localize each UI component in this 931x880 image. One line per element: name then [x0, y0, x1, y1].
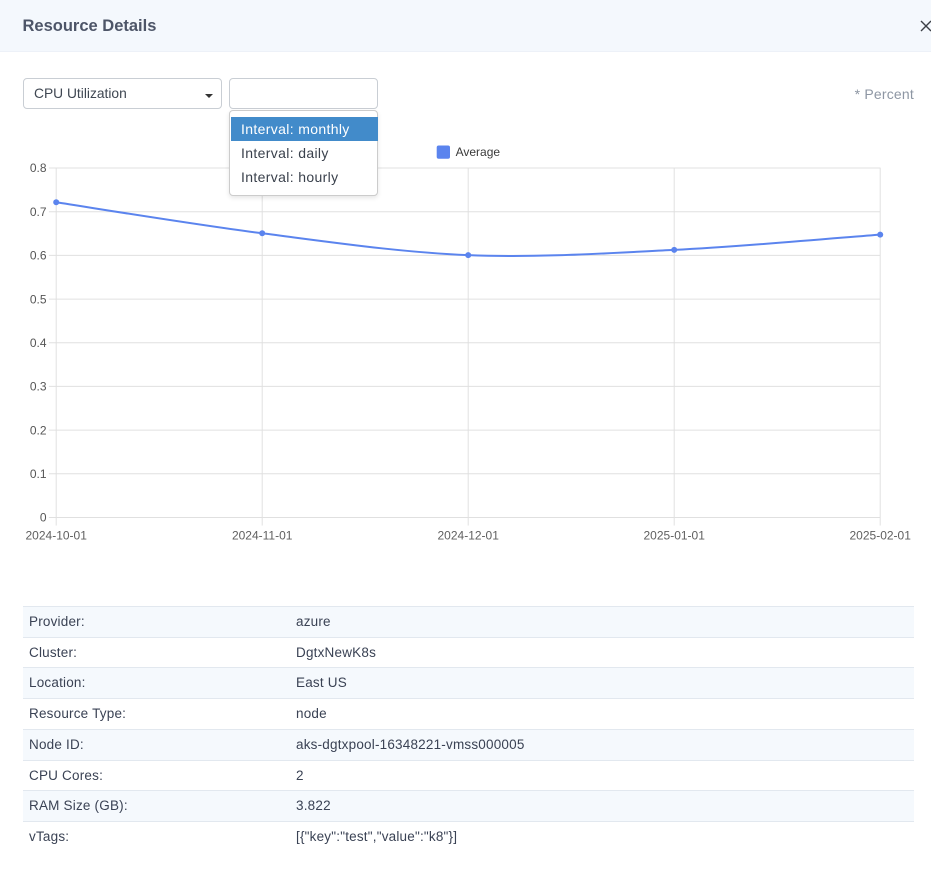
svg-text:Average: Average: [456, 145, 501, 159]
svg-text:0: 0: [40, 511, 47, 525]
svg-text:0.6: 0.6: [30, 249, 47, 263]
svg-text:0.2: 0.2: [30, 423, 47, 437]
svg-text:2024-12-01: 2024-12-01: [438, 529, 500, 543]
svg-text:2025-01-01: 2025-01-01: [644, 529, 706, 543]
svg-text:0.4: 0.4: [30, 336, 47, 350]
svg-text:0.3: 0.3: [30, 380, 47, 394]
svg-text:2025-02-01: 2025-02-01: [850, 529, 912, 543]
svg-text:2024-10-01: 2024-10-01: [26, 529, 88, 543]
svg-text:0.7: 0.7: [30, 205, 47, 219]
svg-text:0.8: 0.8: [30, 161, 47, 175]
svg-text:2024-11-01: 2024-11-01: [232, 529, 293, 543]
svg-text:0.5: 0.5: [30, 292, 47, 306]
svg-text:0.1: 0.1: [30, 467, 47, 481]
